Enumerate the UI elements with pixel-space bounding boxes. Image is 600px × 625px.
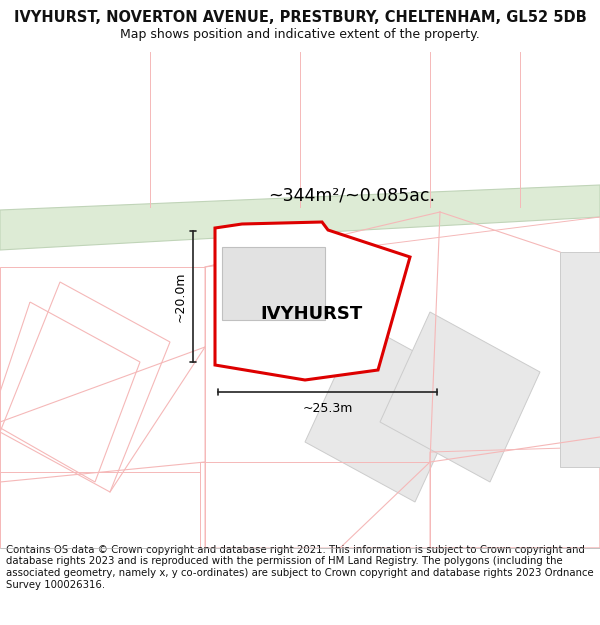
Polygon shape	[215, 222, 410, 380]
Text: ~20.0m: ~20.0m	[174, 271, 187, 322]
Text: ~25.3m: ~25.3m	[302, 402, 353, 415]
Text: IVYHURST: IVYHURST	[261, 305, 363, 323]
Polygon shape	[222, 247, 325, 320]
Text: Contains OS data © Crown copyright and database right 2021. This information is : Contains OS data © Crown copyright and d…	[6, 545, 593, 589]
Polygon shape	[560, 252, 600, 467]
Text: ~344m²/~0.085ac.: ~344m²/~0.085ac.	[268, 186, 435, 204]
Text: IVYHURST, NOVERTON AVENUE, PRESTBURY, CHELTENHAM, GL52 5DB: IVYHURST, NOVERTON AVENUE, PRESTBURY, CH…	[14, 10, 586, 25]
Polygon shape	[380, 312, 540, 482]
Text: Map shows position and indicative extent of the property.: Map shows position and indicative extent…	[120, 28, 480, 41]
Polygon shape	[0, 185, 600, 250]
Polygon shape	[305, 322, 470, 502]
